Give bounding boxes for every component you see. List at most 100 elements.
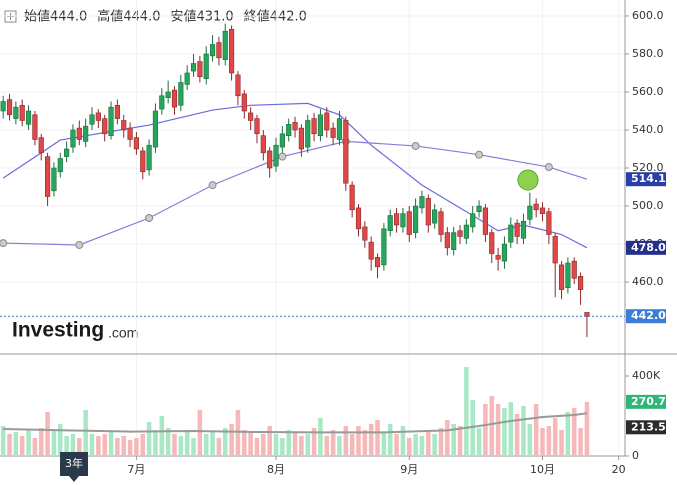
y-tick-label: 600.0 — [632, 9, 664, 22]
candle-body — [413, 205, 419, 233]
volume-bar — [337, 436, 342, 456]
candle-body — [222, 30, 228, 60]
candle-body — [178, 82, 184, 106]
volume-bar — [292, 432, 298, 456]
candle-body — [508, 224, 514, 243]
volume-bar — [172, 434, 177, 456]
ohlc-value: 444.0 — [123, 10, 160, 25]
candle-body — [419, 196, 425, 209]
volume-bar — [286, 430, 291, 456]
logo-suffix: .com — [108, 325, 138, 341]
candle-body — [349, 184, 355, 211]
vol-tick-label: 400K — [632, 369, 661, 382]
candle-body — [501, 243, 508, 262]
volume-bar — [375, 420, 380, 456]
volume-bar — [476, 428, 482, 456]
volume-bar — [565, 412, 571, 456]
candle-body — [292, 122, 298, 131]
candle-body — [425, 198, 431, 226]
x-tick-label: 20 — [612, 463, 626, 476]
candle-body — [121, 120, 127, 131]
volume-bar — [51, 430, 57, 456]
candle-body — [19, 104, 25, 121]
candle-body — [584, 312, 590, 317]
volume-bar — [96, 436, 101, 456]
candle-body — [241, 93, 247, 112]
volume-bar — [406, 438, 412, 456]
vol-ma-end-label-bg — [626, 420, 666, 435]
ohlc-label: 高値 — [97, 9, 123, 25]
candle-body — [184, 72, 190, 85]
candle-body — [127, 127, 133, 140]
volume-bar — [229, 424, 234, 456]
y-tick-label: 580.0 — [632, 47, 664, 60]
ma-marker — [75, 240, 84, 249]
ohlc-value: 431.0 — [196, 10, 233, 25]
volume-bar — [527, 424, 533, 456]
candle-body — [520, 220, 527, 239]
candle-body — [159, 95, 165, 110]
candle-body — [102, 118, 108, 135]
volume-bar — [394, 434, 399, 456]
volume-bar — [502, 408, 507, 456]
volume-bar — [343, 426, 349, 456]
vol-end-label: 270.7K — [631, 395, 675, 408]
candle-body — [286, 123, 292, 136]
candle-body — [305, 120, 311, 148]
candle-body — [355, 207, 362, 230]
volume-bar — [413, 434, 418, 456]
volume-bar — [464, 367, 469, 456]
volume-bar — [362, 430, 368, 456]
volume-bar — [559, 430, 564, 456]
volume-bar — [495, 404, 501, 456]
candle-body — [133, 137, 140, 150]
candle-body — [432, 209, 438, 224]
candle-body — [267, 150, 273, 169]
candle-body — [108, 106, 114, 136]
candle-body — [279, 133, 285, 148]
candle-body — [438, 211, 444, 235]
candle-body — [336, 118, 343, 140]
x-tick-label: 10月 — [530, 463, 555, 476]
volume-bar — [83, 410, 88, 456]
candle-body — [260, 135, 266, 154]
candle-body — [482, 207, 488, 235]
vol-ma-end-label: 213.55K — [631, 420, 677, 433]
volume-bar — [242, 430, 247, 456]
ma-end-label-bg — [626, 172, 666, 187]
candle-body — [165, 91, 171, 98]
ohlc-label: 終値 — [244, 9, 270, 25]
volume-bar — [514, 414, 520, 456]
candle-body — [197, 61, 203, 78]
vol-tick-label: 0 — [632, 449, 639, 462]
candle-body — [57, 158, 63, 173]
volume-bar — [533, 404, 539, 456]
candle-body — [114, 104, 120, 119]
volume-bar — [26, 430, 31, 456]
vol-end-label-bg — [626, 394, 666, 409]
volume-bar — [248, 432, 253, 456]
candle-body — [577, 276, 584, 290]
candle-body — [0, 101, 6, 112]
candle-body — [171, 89, 178, 108]
y-tick-label: 460.0 — [632, 275, 664, 288]
candle-body — [76, 127, 82, 140]
volume-bar — [102, 434, 107, 456]
ohlc-value: 442.0 — [270, 10, 307, 25]
volume-bar — [368, 424, 374, 456]
candle-body — [406, 211, 412, 235]
volume-bar — [0, 426, 6, 456]
period-tag-arrow — [69, 476, 79, 482]
candle-body — [229, 28, 235, 74]
volume-bar — [546, 426, 552, 456]
volume-bar — [356, 426, 361, 456]
candle-body — [95, 112, 101, 121]
ma-marker — [475, 150, 484, 159]
volume-bar — [552, 418, 558, 456]
volume-bar — [38, 428, 44, 456]
candle-body — [368, 241, 374, 260]
candle-body — [343, 120, 349, 184]
candle-body — [451, 232, 457, 251]
volume-bar — [222, 428, 228, 456]
